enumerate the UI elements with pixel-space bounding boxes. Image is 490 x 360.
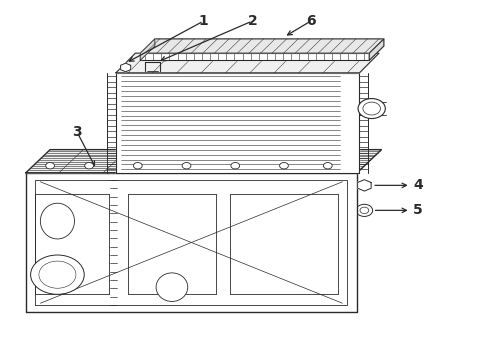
Polygon shape [369,39,384,60]
Circle shape [46,162,54,169]
Polygon shape [116,53,379,73]
Circle shape [182,162,191,169]
Circle shape [323,162,332,169]
Circle shape [358,99,385,118]
Polygon shape [26,150,381,173]
Polygon shape [116,73,360,173]
Circle shape [133,162,142,169]
Polygon shape [121,63,131,72]
Text: 1: 1 [199,14,208,28]
Text: 2: 2 [247,14,257,28]
Text: 5: 5 [413,203,423,217]
Text: 3: 3 [72,125,82,139]
Polygon shape [26,173,357,312]
Polygon shape [358,180,371,191]
Circle shape [280,162,288,169]
Polygon shape [140,39,384,53]
Polygon shape [140,39,155,60]
Circle shape [356,204,373,216]
Circle shape [231,162,240,169]
Ellipse shape [40,203,74,239]
Text: 4: 4 [413,178,423,192]
Circle shape [30,255,84,294]
Text: 6: 6 [306,14,316,28]
Ellipse shape [156,273,188,301]
Polygon shape [140,53,369,60]
Circle shape [85,162,94,169]
